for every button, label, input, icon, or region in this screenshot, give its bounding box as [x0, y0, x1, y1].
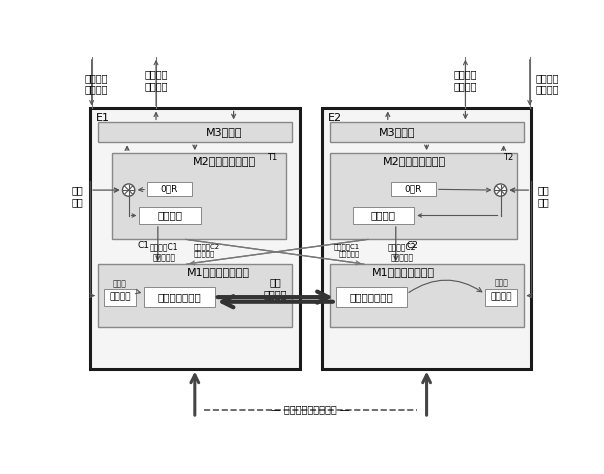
Text: 计算结果C2
（随机化）: 计算结果C2 （随机化） — [193, 243, 219, 257]
Text: 非对称密码算法: 非对称密码算法 — [158, 292, 201, 302]
Text: E2: E2 — [328, 113, 342, 123]
Circle shape — [494, 184, 507, 196]
Text: 非对称密码算法: 非对称密码算法 — [349, 292, 393, 302]
Text: 调用
输入: 调用 输入 — [538, 185, 550, 207]
Bar — [90, 109, 300, 369]
Bar — [98, 264, 292, 327]
Text: 密码计算
调用输入: 密码计算 调用输入 — [85, 73, 108, 95]
Bar — [485, 289, 518, 306]
Text: C2: C2 — [406, 241, 419, 250]
Circle shape — [123, 184, 135, 196]
Text: M2：结果校验模块: M2：结果校验模块 — [382, 156, 446, 166]
Bar — [140, 207, 201, 224]
Text: 部分密钥: 部分密钥 — [109, 292, 131, 301]
Bar — [330, 264, 524, 327]
Text: E1: E1 — [96, 113, 111, 123]
Text: M2：结果校验模块: M2：结果校验模块 — [193, 156, 256, 166]
Text: 计算结果C1
（随机化）: 计算结果C1 （随机化） — [150, 243, 178, 262]
Text: 感染函数: 感染函数 — [371, 210, 396, 220]
Text: 0或R: 0或R — [405, 185, 422, 194]
Text: 计算结果C2
（随机化）: 计算结果C2 （随机化） — [388, 243, 416, 262]
Bar — [98, 122, 292, 142]
Bar — [391, 182, 436, 196]
Text: 随机数: 随机数 — [112, 280, 126, 289]
Text: 密码计算
结果输出: 密码计算 结果输出 — [144, 69, 168, 91]
Text: C1: C1 — [138, 241, 150, 250]
Text: M3：接口: M3：接口 — [206, 128, 242, 137]
Bar — [353, 207, 414, 224]
Bar — [336, 287, 406, 307]
Text: — 功能相同，实现相异 —: — 功能相同，实现相异 — — [271, 404, 350, 415]
Text: 密码计算
结果输出: 密码计算 结果输出 — [454, 69, 477, 91]
Bar — [147, 182, 191, 196]
Bar — [104, 289, 137, 306]
Text: 协同
密码计算: 协同 密码计算 — [263, 277, 287, 299]
Bar — [112, 153, 286, 239]
Text: 感染函数: 感染函数 — [158, 210, 182, 220]
Text: T2: T2 — [503, 153, 513, 162]
Text: M1：密码算法模块: M1：密码算法模块 — [372, 267, 435, 277]
Text: 0或R: 0或R — [161, 185, 178, 194]
Text: 部分密钥: 部分密钥 — [490, 292, 512, 301]
Text: M1：密码算法模块: M1：密码算法模块 — [187, 267, 249, 277]
Text: 随机数: 随机数 — [494, 279, 508, 288]
Bar — [330, 122, 524, 142]
Text: T1: T1 — [267, 153, 277, 162]
Bar — [144, 287, 215, 307]
Text: 密码计算
调用输入: 密码计算 调用输入 — [535, 73, 559, 95]
Text: 计算结果C1
（随机化）: 计算结果C1 （随机化） — [334, 243, 361, 257]
Text: 调用
输入: 调用 输入 — [72, 185, 84, 207]
Bar — [330, 153, 518, 239]
Text: M3：接口: M3：接口 — [379, 128, 416, 137]
Bar — [322, 109, 532, 369]
